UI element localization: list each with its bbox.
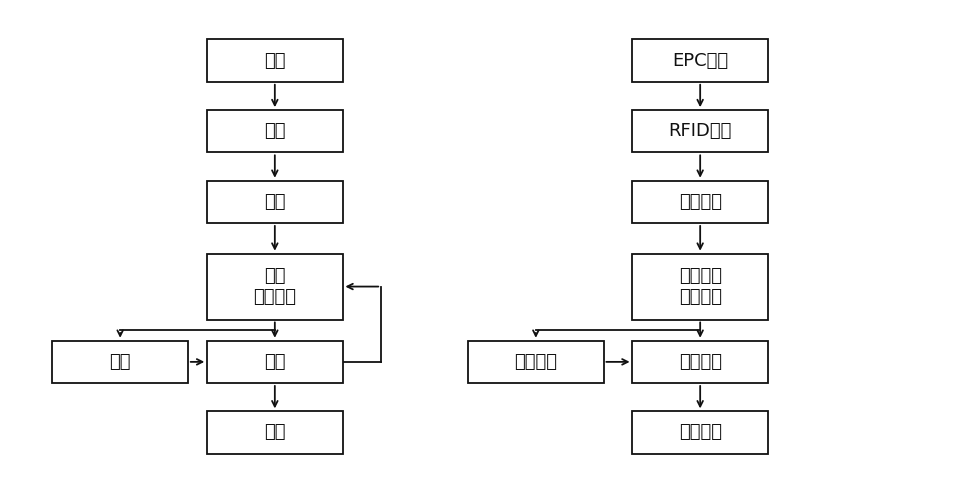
Text: 信息封存: 信息封存: [679, 423, 722, 442]
Text: 使用
维修改造: 使用 维修改造: [254, 267, 296, 306]
Bar: [207, 181, 342, 223]
Bar: [207, 411, 342, 454]
Bar: [207, 341, 342, 383]
Bar: [53, 341, 188, 383]
Bar: [468, 341, 604, 383]
Text: 移装: 移装: [109, 353, 131, 371]
Bar: [633, 411, 768, 454]
Bar: [633, 39, 768, 82]
Text: EPC设计: EPC设计: [672, 52, 728, 69]
Bar: [207, 110, 342, 152]
Bar: [207, 39, 342, 82]
Text: 过程参数
记录追踪: 过程参数 记录追踪: [679, 267, 722, 306]
Bar: [633, 110, 768, 152]
Bar: [207, 253, 342, 319]
Text: 动态追踪: 动态追踪: [515, 353, 558, 371]
Text: 动态追踪: 动态追踪: [679, 193, 722, 211]
Text: 安装: 安装: [264, 193, 286, 211]
Bar: [633, 181, 768, 223]
Bar: [633, 341, 768, 383]
Text: 检验: 检验: [264, 353, 286, 371]
Text: 报废: 报废: [264, 423, 286, 442]
Text: 检验数据: 检验数据: [679, 353, 722, 371]
Bar: [633, 253, 768, 319]
Text: 设计: 设计: [264, 52, 286, 69]
Text: 制造: 制造: [264, 122, 286, 140]
Text: RFID加载: RFID加载: [669, 122, 732, 140]
